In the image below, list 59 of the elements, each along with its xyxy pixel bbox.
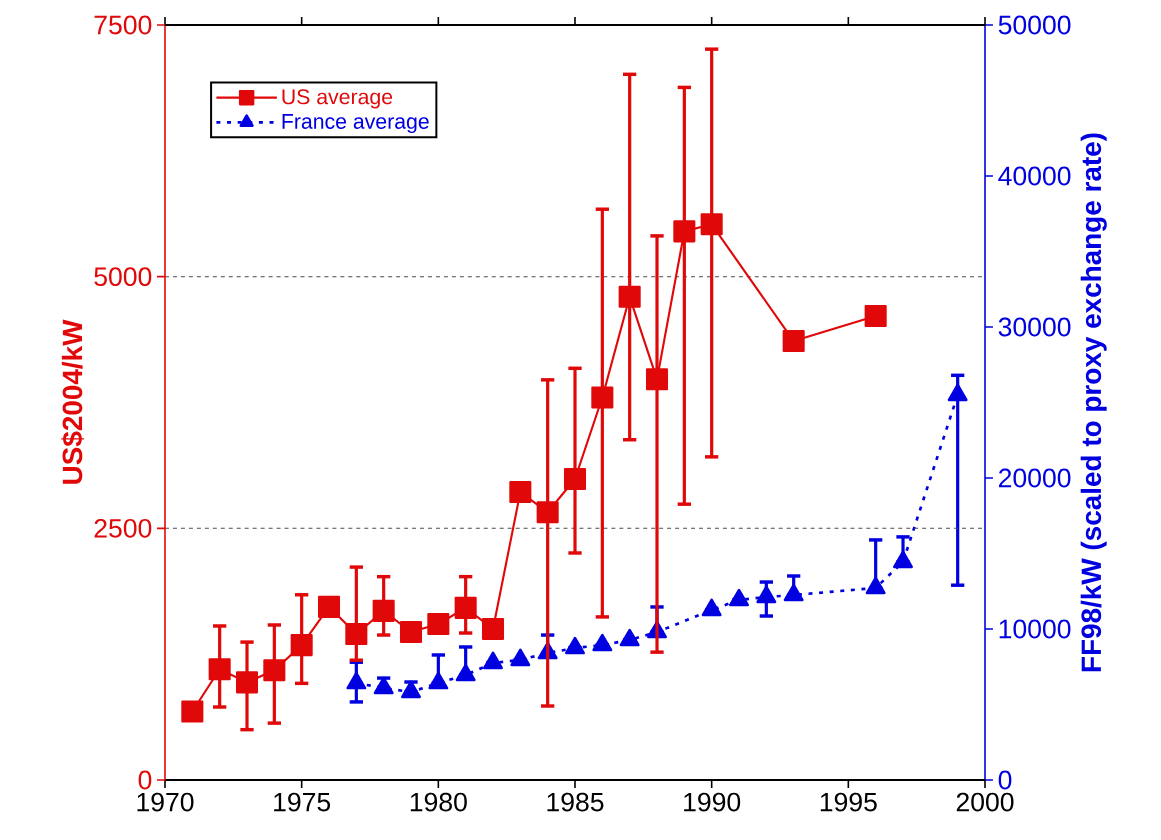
point bbox=[783, 583, 804, 602]
point bbox=[619, 628, 640, 647]
point bbox=[893, 550, 913, 569]
point bbox=[345, 623, 368, 646]
x-tick-label: 1995 bbox=[820, 792, 877, 812]
point bbox=[290, 634, 313, 657]
point bbox=[427, 612, 450, 635]
y2-tick-label: 10000 bbox=[999, 619, 1071, 639]
point bbox=[591, 386, 614, 409]
point bbox=[455, 663, 476, 682]
point bbox=[428, 671, 449, 690]
point bbox=[782, 330, 805, 353]
point bbox=[481, 617, 505, 641]
point bbox=[181, 700, 204, 723]
point bbox=[454, 596, 477, 619]
y-tick-label: 0 bbox=[138, 770, 152, 790]
x-tick-label: 2000 bbox=[956, 792, 1014, 812]
x-tick-label: 1985 bbox=[547, 792, 604, 812]
point bbox=[235, 671, 259, 694]
x-tick-label: 1980 bbox=[410, 792, 467, 812]
y2-tick-label: 50000 bbox=[998, 15, 1071, 35]
point bbox=[483, 651, 503, 670]
y2-tick-label: 20000 bbox=[998, 468, 1071, 488]
y-tick-label: 5000 bbox=[94, 267, 152, 287]
legend-label: US average bbox=[282, 89, 393, 109]
point bbox=[864, 304, 887, 327]
point bbox=[645, 368, 669, 391]
point bbox=[401, 680, 421, 699]
y-tick-label: 2500 bbox=[94, 518, 152, 538]
point bbox=[509, 481, 532, 504]
point bbox=[701, 598, 722, 617]
x-tick-label: 1990 bbox=[684, 792, 741, 812]
point bbox=[700, 213, 723, 236]
point bbox=[618, 285, 641, 308]
point bbox=[592, 633, 613, 652]
point bbox=[263, 659, 286, 682]
point bbox=[536, 501, 559, 524]
point bbox=[510, 648, 531, 667]
point bbox=[208, 658, 231, 681]
point bbox=[399, 620, 423, 644]
point bbox=[565, 636, 585, 655]
point bbox=[947, 383, 968, 402]
point bbox=[865, 576, 886, 595]
y2-tick-label: 30000 bbox=[998, 317, 1071, 337]
point bbox=[673, 220, 696, 243]
legend-label: France average bbox=[282, 114, 429, 134]
point bbox=[346, 671, 367, 690]
point bbox=[563, 467, 587, 491]
x-tick-label: 1975 bbox=[274, 792, 331, 812]
y2-tick-label: 0 bbox=[998, 770, 1012, 790]
point bbox=[729, 588, 749, 607]
y-tick-label: 7500 bbox=[94, 15, 152, 35]
point bbox=[372, 599, 395, 622]
y-axis-title: US$2004/kW bbox=[61, 319, 85, 484]
y2-axis-title: FF98/kW (scaled to proxy exchange rate) bbox=[1080, 133, 1107, 672]
y2-tick-label: 40000 bbox=[998, 166, 1071, 186]
x-tick-label: 1970 bbox=[137, 792, 194, 812]
point bbox=[317, 595, 341, 618]
point bbox=[373, 676, 394, 695]
